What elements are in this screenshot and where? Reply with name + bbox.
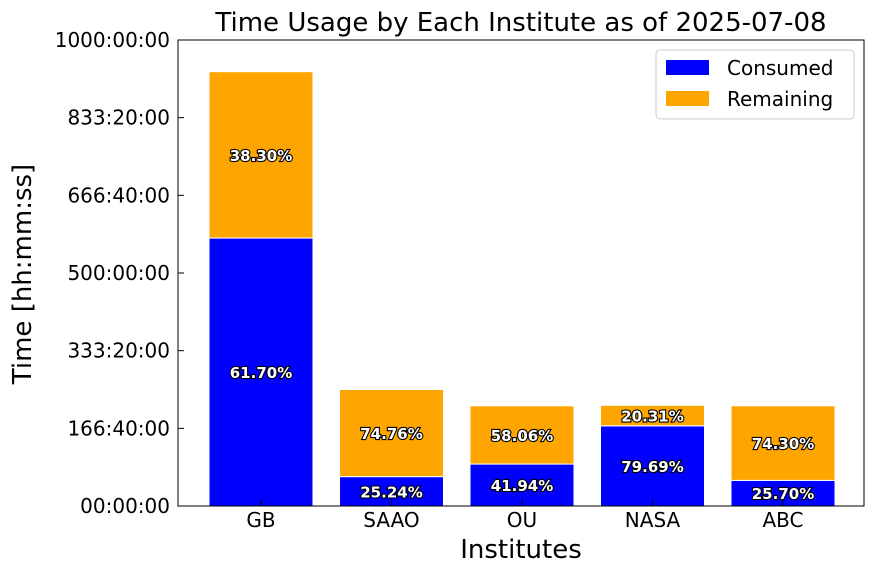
y-ticks-group: 00:00:00 166:40:00 333:20:00 500:00:00 666:4… (55, 28, 184, 518)
chart-title: Time Usage by Each Institute as of 2025-… (214, 8, 826, 38)
bar-label-remaining-abc: 74.30% (752, 435, 814, 453)
bar-label-remaining-ou: 58.06% (491, 427, 553, 445)
bar-remaining-gb (208, 71, 314, 239)
bars-group (208, 71, 836, 507)
bar-label-remaining-nasa: 20.31% (621, 408, 683, 426)
y-tick-label: 333:20:00 (67, 339, 170, 363)
legend: Consumed Remaining (655, 49, 855, 120)
bar-label-consumed-nasa: 79.69% (621, 458, 683, 476)
bar-remaining-abc (730, 405, 836, 481)
bar-label-consumed-ou: 41.94% (491, 477, 553, 495)
x-axis-label: Institutes (460, 535, 582, 565)
x-tick-label: ABC (762, 508, 803, 532)
legend-swatch-consumed (666, 60, 709, 75)
y-tick-label: 1000:00:00 (55, 28, 170, 52)
bar-consumed-gb (208, 237, 314, 507)
x-ticks-group: GB SAAO OU NASA ABC (246, 500, 804, 532)
bar-remaining-nasa (600, 404, 705, 427)
x-tick-label: NASA (625, 508, 681, 532)
x-tick-label: SAAO (363, 508, 419, 532)
bar-label-consumed-saao: 25.24% (360, 483, 422, 501)
legend-label-consumed: Consumed (727, 56, 833, 80)
bar-remaining-ou (469, 405, 575, 465)
y-tick-label: 166:40:00 (67, 416, 170, 440)
plot-frame (177, 39, 865, 507)
y-axis-label: Time [hh:mm:ss] (8, 164, 38, 385)
y-tick-label: 00:00:00 (80, 494, 170, 518)
legend-swatch-remaining (666, 91, 709, 106)
bar-label-consumed-abc: 25.70% (752, 485, 814, 503)
y-tick-label: 500:00:00 (67, 261, 170, 285)
bar-remaining-saao (339, 389, 444, 478)
x-tick-label: OU (507, 508, 537, 532)
y-tick-label: 833:20:00 (67, 106, 170, 130)
bar-label-remaining-gb: 38.30% (230, 147, 292, 165)
legend-label-remaining: Remaining (727, 87, 833, 111)
bar-labels-group: 61.70% 38.30% 25.24% 74.76% 41.94% 58.06% 79.6… (229, 146, 816, 505)
bar-label-consumed-gb: 61.70% (230, 364, 292, 382)
x-tick-label: GB (246, 508, 275, 532)
y-tick-label: 666:40:00 (67, 183, 170, 207)
bar-label-remaining-saao: 74.76% (360, 425, 422, 443)
